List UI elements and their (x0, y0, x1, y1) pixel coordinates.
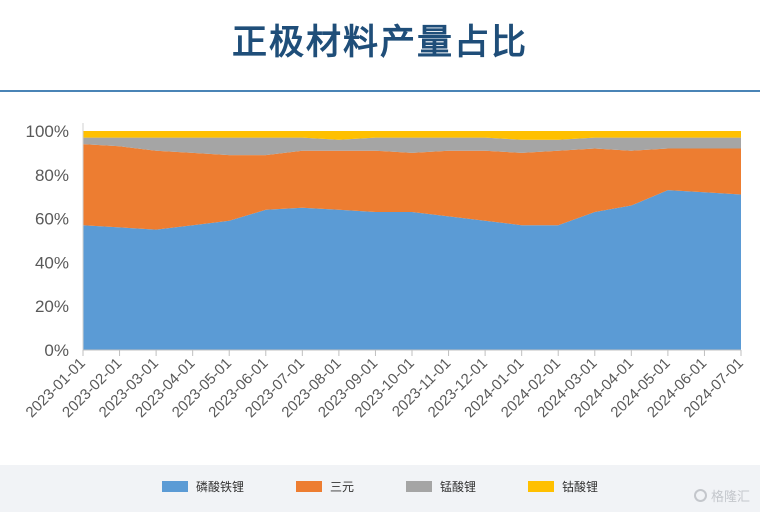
legend-swatch (406, 481, 432, 492)
legend-band (0, 465, 760, 512)
y-tick-label: 60% (35, 210, 69, 229)
legend-label: 磷酸铁锂 (195, 480, 244, 494)
legend-label: 三元 (329, 480, 354, 494)
legend-item-3: 钴酸锂 (528, 478, 598, 495)
watermark: 格隆汇 (693, 486, 750, 505)
series-area-1 (83, 144, 741, 230)
legend-swatch (295, 481, 322, 492)
series-area-3 (83, 131, 741, 140)
stacked-area-chart: 0%20%40%60%80%100%2023-01-012023-02-0120… (23, 122, 747, 421)
legend-swatch (161, 481, 188, 492)
y-tick-label: 20% (35, 297, 69, 316)
title-divider (0, 90, 760, 92)
legend-swatch (528, 481, 555, 492)
y-tick-label: 100% (26, 122, 69, 141)
watermark-logo-icon (693, 489, 707, 502)
y-tick-label: 0% (44, 341, 69, 360)
watermark-text: 格隆汇 (710, 490, 750, 505)
series-area-0 (83, 190, 741, 350)
y-tick-label: 40% (35, 253, 69, 272)
legend-label: 锰酸锂 (440, 480, 477, 494)
legend: 磷酸铁锂 三元 锰酸锂 钴酸锂 (0, 478, 760, 495)
legend-label: 钴酸锂 (562, 480, 599, 494)
legend-item-1: 三元 (295, 478, 354, 495)
chart-title: 正极材料产量占比 (231, 23, 528, 63)
series-area-2 (83, 137, 741, 156)
legend-item-2: 锰酸锂 (406, 478, 476, 495)
y-tick-label: 80% (35, 166, 69, 185)
legend-item-0: 磷酸铁锂 (161, 478, 244, 495)
